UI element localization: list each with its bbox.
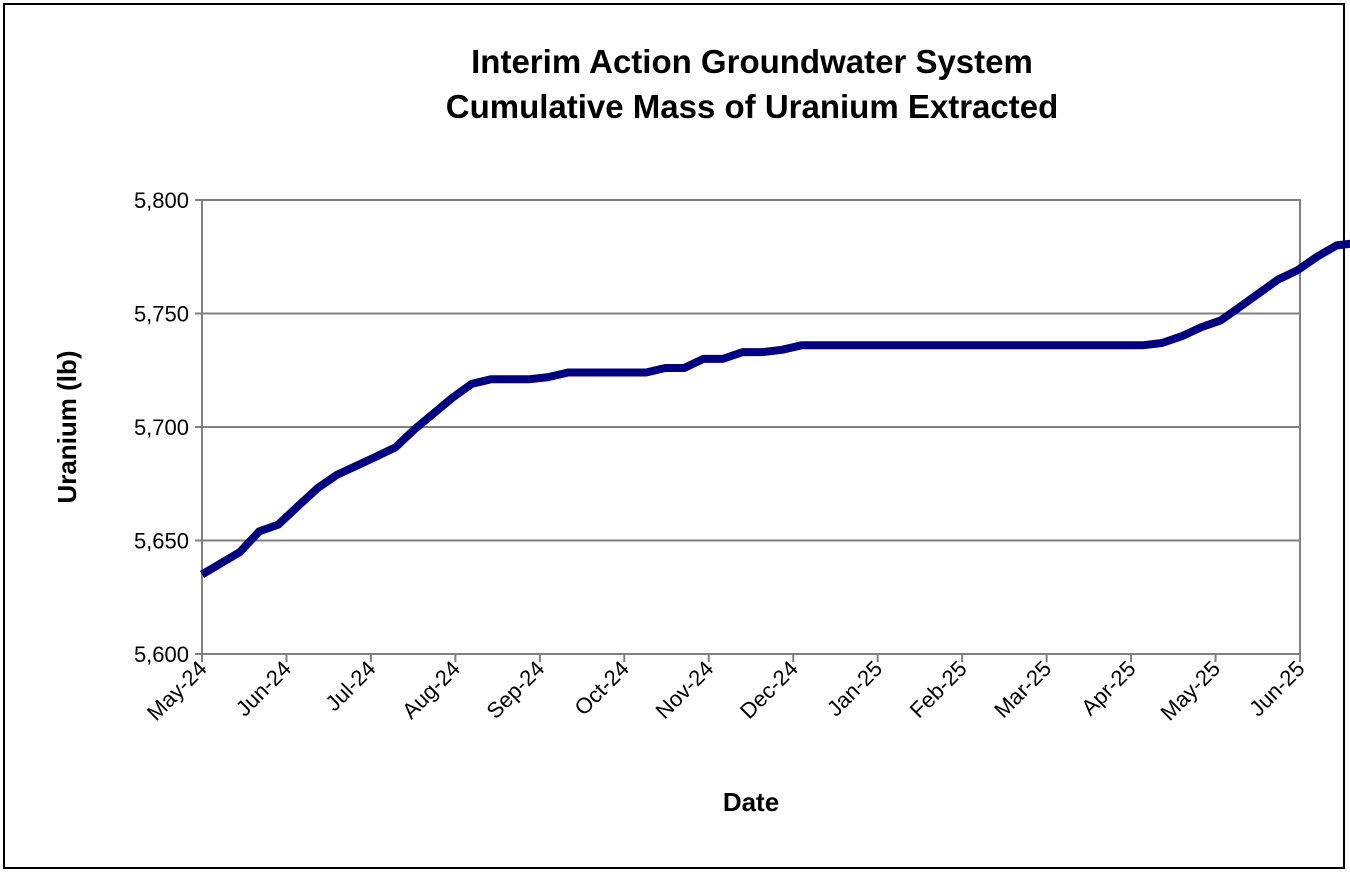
x-tick-label: Mar-25	[989, 656, 1056, 723]
y-tick-label: 5,700	[134, 415, 189, 440]
chart-frame	[3, 3, 1345, 869]
chart-title-line-2: Cumulative Mass of Uranium Extracted	[446, 88, 1059, 125]
x-tick-label: Nov-24	[650, 656, 718, 724]
x-tick-label: May-25	[1156, 656, 1226, 726]
x-tick-label: Dec-24	[735, 656, 803, 724]
gridlines	[202, 312, 1300, 542]
y-tick-label: 5,650	[134, 529, 189, 554]
x-axis-label: Date	[723, 787, 779, 817]
x-tick-label: Sep-24	[482, 656, 550, 724]
x-tick-label: Aug-24	[397, 656, 465, 724]
y-axis-label: Uranium (lb)	[52, 350, 82, 503]
series-layer	[199, 239, 1350, 578]
axes	[195, 199, 1301, 662]
x-tick-label: Jul-24	[320, 656, 380, 716]
x-tick-labels: May-24 Jun-24 Jul-24 Aug-24 Sep-24 Oct-24 Nov-…	[142, 656, 1310, 726]
x-tick-label: Jun-24	[231, 656, 296, 721]
x-tick-label: Apr-25	[1076, 656, 1140, 720]
y-tick-label: 5,750	[134, 302, 189, 327]
x-tick-label: Feb-25	[905, 656, 972, 723]
y-tick-label: 5,600	[134, 642, 189, 667]
y-tick-label: 5,800	[134, 188, 189, 213]
y-tick-labels: 5,600 5,650 5,700 5,750 5,800	[134, 188, 189, 667]
x-tick-label: Jan-25	[822, 656, 887, 721]
chart-title-line-1: Interim Action Groundwater System	[471, 43, 1033, 80]
x-tick-label: Jun-25	[1244, 656, 1309, 721]
series-line	[199, 239, 1350, 578]
x-tick-label: Oct-24	[569, 656, 633, 720]
